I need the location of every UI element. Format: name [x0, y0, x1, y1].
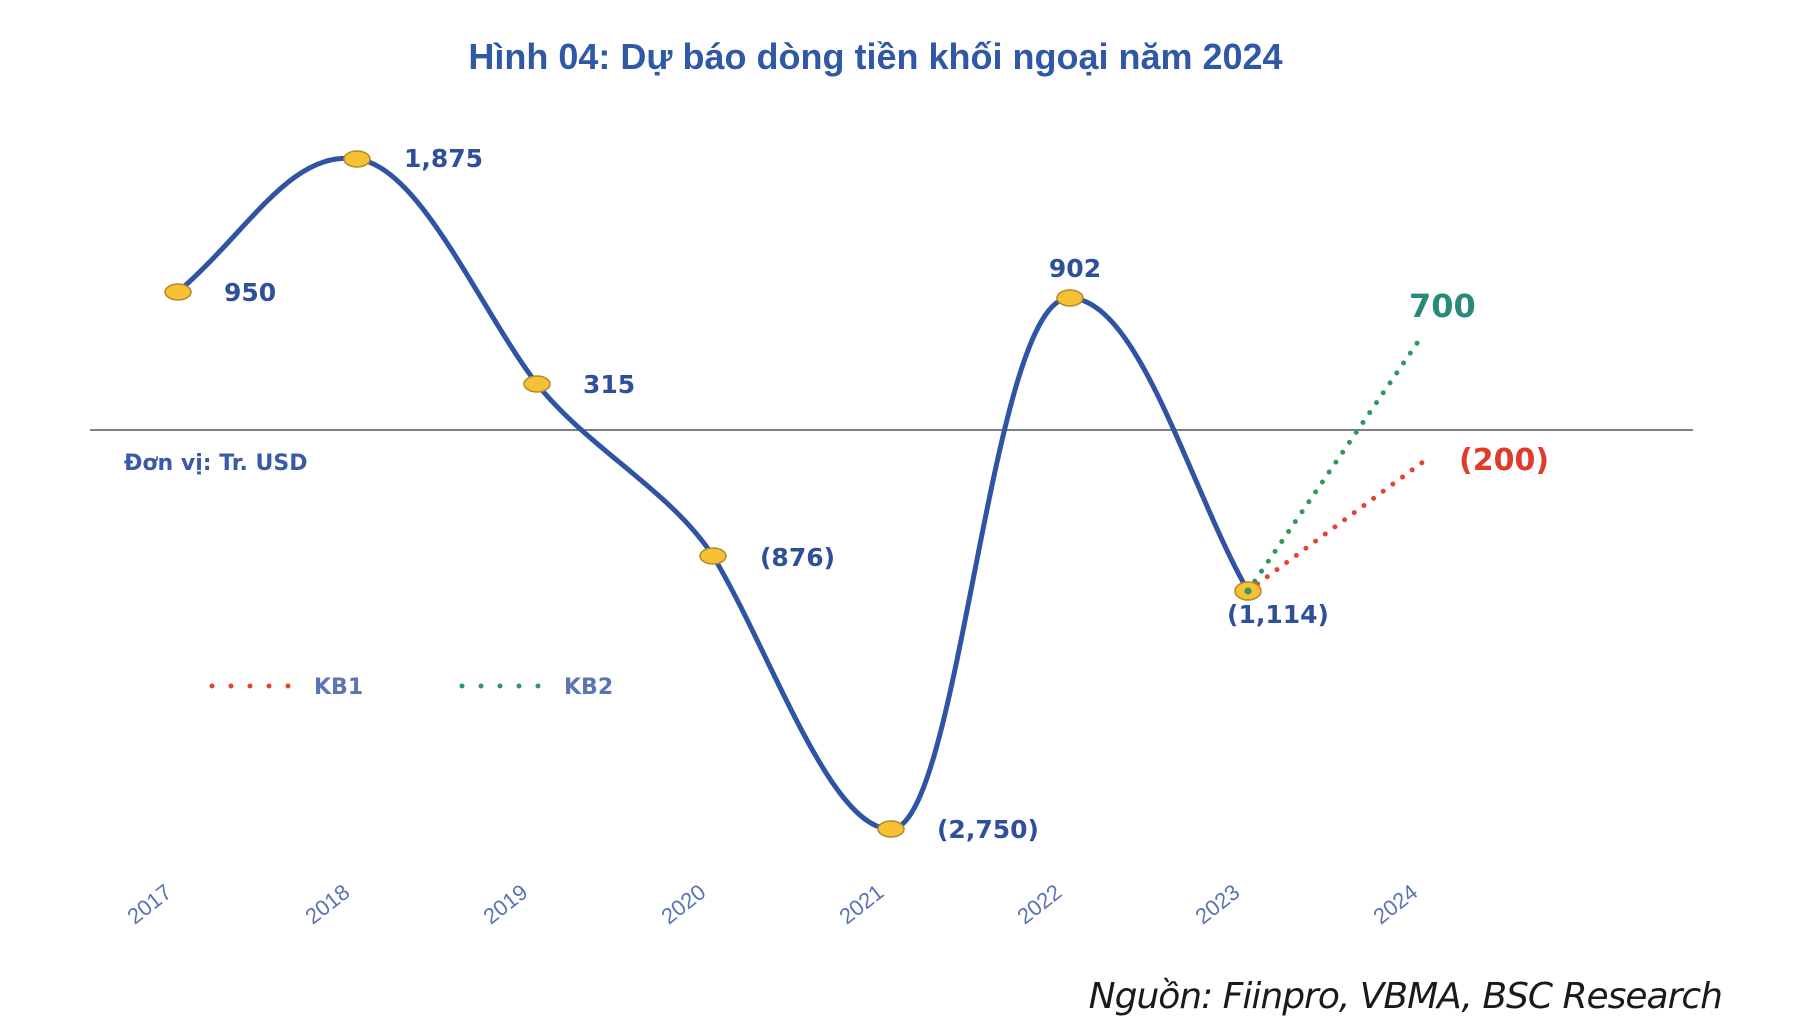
marker-2020	[699, 547, 727, 565]
x-tick-2018: 2018	[300, 879, 354, 929]
marker-2017	[164, 283, 192, 301]
marker-2018	[343, 150, 371, 168]
label-2021: (2,750)	[937, 815, 1039, 844]
label-2023: (1,114)	[1227, 600, 1329, 629]
marker-2019	[523, 375, 551, 393]
legend: KB1 KB2	[209, 675, 613, 700]
x-tick-2024: 2024	[1368, 879, 1422, 929]
x-tick-2023: 2023	[1190, 879, 1244, 929]
marker-2022	[1056, 289, 1084, 307]
data-markers	[164, 150, 1262, 838]
unit-label: Đơn vị: Tr. USD	[124, 451, 308, 476]
x-axis-ticks: 2017 2018 2019 2020 2021 2022 2023 2024	[122, 879, 1422, 929]
x-tick-2021: 2021	[834, 879, 888, 929]
x-tick-2019: 2019	[478, 879, 532, 929]
label-2022: 902	[1049, 254, 1101, 283]
x-tick-2022: 2022	[1012, 879, 1066, 929]
marker-2023-inner	[1244, 587, 1252, 595]
kb2-forecast-line	[1245, 333, 1425, 594]
x-tick-2017: 2017	[122, 879, 176, 929]
label-2017: 950	[224, 278, 276, 307]
label-kb1-2024: (200)	[1459, 443, 1549, 478]
label-2018: 1,875	[404, 144, 483, 173]
legend-kb2-label: KB2	[564, 675, 613, 700]
kb1-forecast-line	[1245, 456, 1430, 594]
marker-2021	[877, 820, 905, 838]
label-2019: 315	[583, 370, 635, 399]
label-2020: (876)	[760, 543, 835, 572]
legend-kb1-label: KB1	[314, 675, 363, 700]
label-kb2-2024: 700	[1409, 287, 1476, 325]
source-note: Nguồn: Fiinpro, VBMA, BSC Research	[1088, 976, 1723, 1017]
chart-title: Hình 04: Dự báo dòng tiền khối ngoại năm…	[468, 36, 1283, 77]
x-tick-2020: 2020	[656, 879, 710, 929]
